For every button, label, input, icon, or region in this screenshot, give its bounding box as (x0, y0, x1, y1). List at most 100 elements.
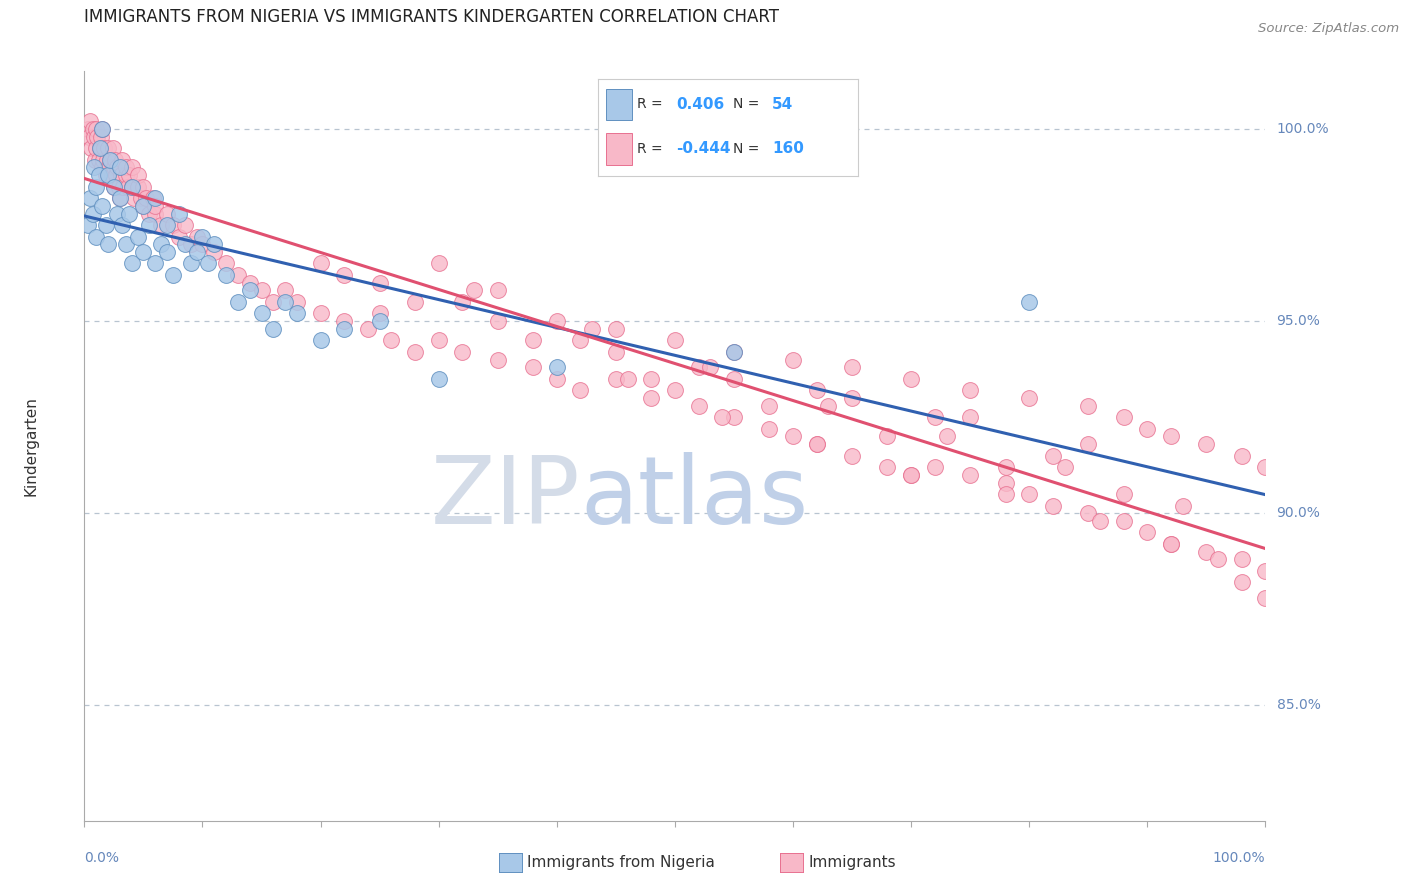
Point (1112, 514, 1135, 528)
Point (616, 372, 638, 386)
Point (215, 256, 238, 270)
Point (87, 153, 110, 167)
Point (285, 294, 308, 309)
Point (924, 410, 946, 425)
Point (1254, 460, 1277, 475)
Point (180, 237, 202, 252)
Point (80, 141, 103, 155)
Point (380, 334, 402, 348)
Point (117, 179, 139, 194)
Point (404, 294, 426, 309)
Point (84, 141, 107, 155)
Point (84, 179, 107, 194)
Point (239, 276, 262, 290)
Point (167, 229, 190, 244)
Point (89, 141, 111, 155)
Point (132, 179, 155, 194)
Point (1206, 552, 1229, 566)
Point (262, 294, 284, 309)
Point (994, 487, 1017, 501)
Point (127, 168, 149, 182)
Point (111, 153, 134, 167)
Point (309, 334, 332, 348)
Point (309, 256, 332, 270)
Point (202, 244, 225, 259)
Point (93, 141, 115, 155)
Point (486, 352, 509, 367)
Point (309, 306, 332, 320)
Point (132, 199, 155, 213)
Point (368, 314, 391, 328)
Point (1112, 487, 1135, 501)
Point (274, 294, 297, 309)
Point (876, 460, 898, 475)
Point (91, 122, 114, 136)
Point (841, 360, 863, 375)
Point (368, 276, 391, 290)
Point (122, 191, 145, 205)
Point (215, 268, 238, 282)
Point (105, 168, 128, 182)
Point (226, 268, 249, 282)
Point (605, 322, 627, 336)
Point (427, 256, 450, 270)
Point (118, 206, 141, 220)
Point (114, 168, 136, 182)
Point (711, 410, 734, 425)
Point (91, 153, 114, 167)
Point (108, 191, 131, 205)
Point (688, 360, 710, 375)
Point (132, 199, 155, 213)
Point (994, 460, 1017, 475)
Point (180, 256, 202, 270)
Point (143, 191, 166, 205)
Point (84, 153, 107, 167)
Point (162, 268, 184, 282)
Point (1254, 591, 1277, 605)
Point (84, 229, 107, 244)
Point (1230, 449, 1253, 463)
Point (522, 360, 544, 375)
Point (98, 153, 121, 167)
Point (104, 153, 127, 167)
Point (451, 294, 474, 309)
Point (486, 284, 509, 298)
Point (723, 410, 745, 425)
Point (1088, 514, 1111, 528)
Point (97, 168, 120, 182)
Point (97, 141, 120, 155)
Point (98, 161, 121, 175)
Point (97, 168, 120, 182)
Point (202, 237, 225, 252)
Point (83, 129, 105, 144)
Point (841, 449, 863, 463)
Text: Source: ZipAtlas.com: Source: ZipAtlas.com (1258, 22, 1399, 36)
Point (368, 306, 391, 320)
Point (77, 218, 100, 232)
Text: atlas: atlas (581, 452, 808, 544)
Point (935, 429, 957, 443)
Text: 90.0%: 90.0% (1277, 507, 1320, 520)
Point (1077, 437, 1099, 451)
Point (127, 179, 149, 194)
Point (1042, 449, 1064, 463)
Point (250, 306, 273, 320)
Point (664, 334, 686, 348)
Point (451, 344, 474, 359)
Point (1160, 537, 1182, 551)
Point (103, 179, 125, 194)
Text: 95.0%: 95.0% (1277, 314, 1320, 328)
Point (522, 334, 544, 348)
Point (605, 372, 627, 386)
Point (569, 334, 592, 348)
Point (107, 179, 129, 194)
Point (1160, 429, 1182, 443)
Point (143, 256, 166, 270)
Point (994, 475, 1017, 490)
Point (274, 284, 297, 298)
Point (486, 314, 509, 328)
Text: 100.0%: 100.0% (1213, 851, 1265, 865)
Point (97, 237, 120, 252)
Text: 0.0%: 0.0% (84, 851, 120, 865)
Point (156, 206, 179, 220)
